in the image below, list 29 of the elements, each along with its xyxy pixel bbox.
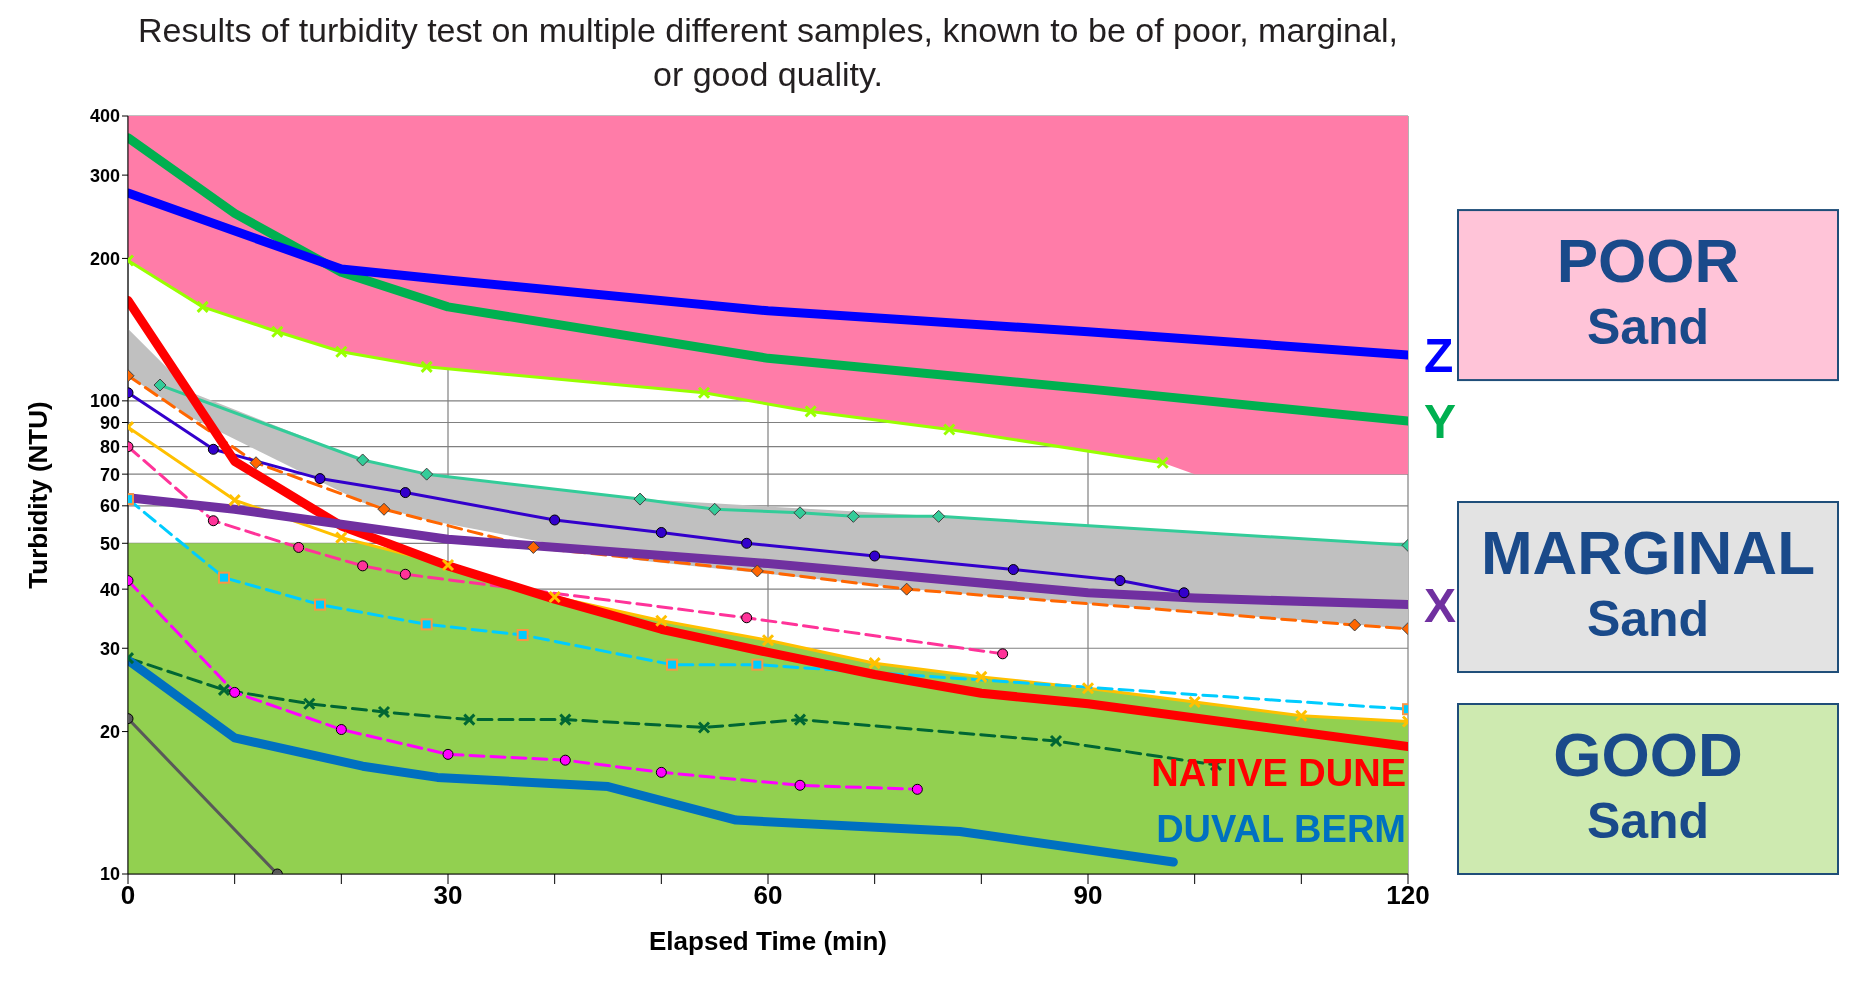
series-label: X: [1424, 578, 1457, 632]
x-axis-title: Elapsed Time (min): [649, 926, 887, 956]
y-tick-label: 30: [99, 638, 120, 659]
y-tick-label: 400: [89, 106, 120, 127]
y-tick-label: 60: [99, 496, 120, 517]
y-tick-label: 80: [99, 437, 120, 458]
y-axis-title: Turbidity (NTU): [23, 401, 54, 589]
series-label: Z: [1424, 329, 1454, 383]
chart-title: Results of turbidity test on multiple different samples, known to be of poor, marginal, or good quality.: [137, 10, 1399, 95]
x-tick-label: 90: [1073, 880, 1103, 911]
series-label: DUVAL BERM: [1156, 808, 1406, 851]
y-tick-label: 200: [89, 248, 120, 269]
y-tick-label: 300: [89, 165, 120, 186]
text: GOOD Sand: [1553, 720, 1743, 849]
y-tick-label: 20: [99, 721, 120, 742]
x-tick-label: 120: [1386, 880, 1430, 911]
y-tick-label: 70: [99, 464, 120, 485]
series-label: NATIVE DUNE: [1151, 752, 1406, 795]
y-tick-label: 50: [99, 533, 120, 554]
y-tick-label: 40: [99, 579, 120, 600]
x-tick-label: 60: [753, 880, 783, 911]
y-tick-label: 10: [99, 864, 120, 885]
text: MARGINAL Sand: [1480, 518, 1816, 648]
text: POOR Sand: [1556, 226, 1740, 356]
y-tick-label: 90: [99, 412, 120, 433]
series-label: Y: [1424, 395, 1457, 449]
y-tick-label: 100: [89, 391, 120, 412]
x-tick-label: 0: [120, 880, 136, 911]
x-tick-label: 30: [433, 880, 463, 911]
